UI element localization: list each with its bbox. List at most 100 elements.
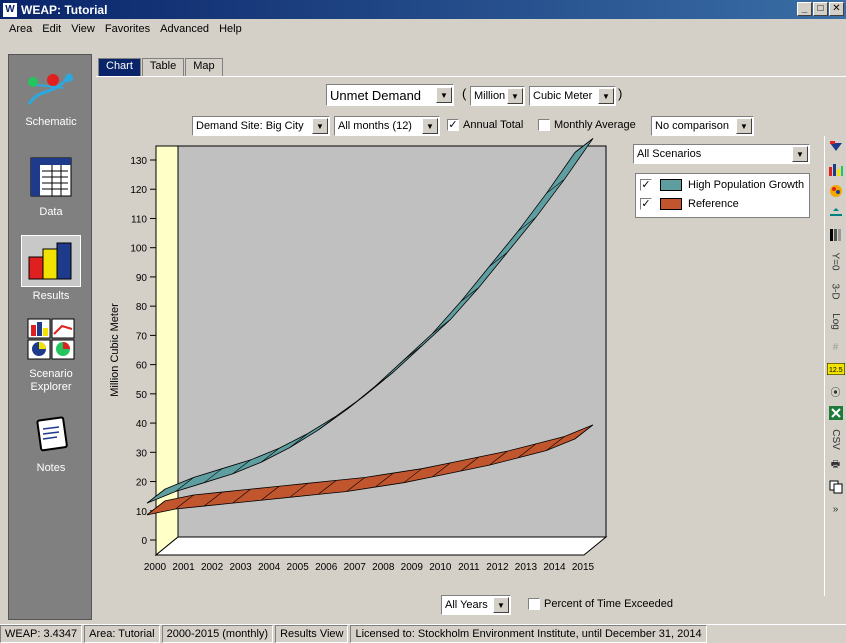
checkbox-checked: ✓ [640,198,652,210]
status-period: 2000-2015 (monthly) [161,625,274,643]
legend-item-reference[interactable]: ✓ Reference [636,196,809,212]
demand-site-value: Demand Site: Big City [196,120,304,132]
nav-results-label: Results [32,290,70,302]
annotation-icon[interactable]: ⦿ [830,387,841,399]
checkbox-unchecked [528,598,540,610]
variable-select[interactable]: Unmet Demand ▼ [326,84,454,106]
unit-select[interactable]: Cubic Meter ▼ [529,86,616,106]
view-tabs: Chart Table Map [98,58,224,77]
checkbox-checked: ✓ [447,119,459,131]
months-value: All months (12) [338,120,412,132]
status-bar: WEAP: 3.4347 Area: Tutorial 2000-2015 (m… [0,624,846,643]
comparison-select[interactable]: No comparison ▼ [651,116,754,136]
checkbox-checked: ✓ [640,179,652,191]
status-version: WEAP: 3.4347 [0,625,83,643]
schematic-icon [21,61,81,113]
tab-chart[interactable]: Chart [98,58,141,76]
scenarios-select[interactable]: All Scenarios ▼ [633,144,810,164]
close-button[interactable]: ✕ [829,2,844,16]
bar-chart-icon[interactable] [826,158,846,180]
demand-site-select[interactable]: Demand Site: Big City ▼ [192,116,330,136]
years-value: All Years [445,599,488,611]
years-select[interactable]: All Years ▼ [441,595,511,615]
nav-schematic[interactable]: Schematic [9,61,93,129]
nav-notes-label: Notes [36,462,66,474]
legend-label: High Population Growth [688,179,805,191]
legend-swatch [660,179,682,191]
nav-schematic-label: Schematic [25,116,77,128]
color-palette-icon[interactable] [826,180,846,202]
months-select[interactable]: All months (12) ▼ [334,116,440,136]
print-icon[interactable]: 🖶 [830,458,841,470]
menu-view[interactable]: View [71,23,95,35]
view-bar: Schematic Data Results [8,54,92,620]
nav-data-label: Data [39,206,63,218]
chevron-down-icon: ▼ [422,118,438,134]
notes-icon [21,407,81,459]
legend-item-high-population-growth[interactable]: ✓ High Population Growth [636,177,809,193]
minimize-button[interactable]: _ [797,2,812,16]
annual-total-checkbox[interactable]: ✓ Annual Total [447,119,523,131]
legend-swatch [660,198,682,210]
percent-exceeded-checkbox[interactable]: Percent of Time Exceeded [528,598,673,610]
maximize-button[interactable]: □ [813,2,828,16]
close-paren: ) [618,86,623,101]
y-zero-toggle[interactable]: Y=0 [826,246,846,276]
title-bar: W WEAP: Tutorial _ □ ✕ [0,0,846,19]
chevron-down-icon: ▼ [507,88,523,104]
menu-help[interactable]: Help [219,23,242,35]
gridlines-icon[interactable]: # [832,341,839,353]
copy-icon[interactable] [826,476,846,498]
log-scale-toggle[interactable]: Log [826,306,846,336]
variable-value: Unmet Demand [330,87,422,103]
menu-area[interactable]: Area [9,23,33,35]
weap-logo-icon: W [3,2,17,17]
line-style-icon[interactable] [826,202,846,224]
menu-favorites[interactable]: Favorites [104,23,151,35]
chart-legend: ✓ High Population Growth ✓ Reference [635,173,810,218]
number-format-label: 12.5 [829,367,843,374]
window-title: WEAP: Tutorial [21,2,108,17]
scenarios-value: All Scenarios [637,148,702,160]
monthly-average-label: Monthly Average [554,119,636,131]
open-paren: ( [462,86,467,101]
chevron-down-icon: ▼ [436,87,452,103]
menu-edit[interactable]: Edit [42,23,62,35]
scale-select[interactable]: Million ▼ [470,86,525,106]
scale-value: Million [474,90,506,102]
nav-data[interactable]: Data [9,151,93,219]
chart-toolbar: Y=0 3-D Log # 12.5 ⦿ CSV 🖶 » [824,136,846,596]
tab-map[interactable]: Map [185,58,223,76]
chevron-down-icon: ▼ [312,118,328,134]
nav-notes[interactable]: Notes [9,407,93,475]
comparison-value: No comparison [655,120,729,132]
more-tools-icon[interactable]: » [832,503,839,515]
percent-exceeded-label: Percent of Time Exceeded [544,598,674,610]
tab-table[interactable]: Table [141,58,185,76]
nav-scenario-explorer[interactable]: Scenario Explorer [9,313,93,394]
menu-advanced[interactable]: Advanced [160,23,210,35]
excel-icon[interactable] [826,402,846,424]
chevron-down-icon: ▼ [792,146,808,162]
nav-scenario-explorer-label: Scenario Explorer [29,368,73,393]
chevron-down-icon: ▼ [598,88,614,104]
log-label: Log [830,312,841,330]
nav-results[interactable]: Results [9,235,93,303]
3d-label: 3-D [830,282,841,300]
monthly-average-checkbox[interactable]: Monthly Average [538,119,636,131]
results-panel [96,76,846,621]
number-format-icon[interactable]: 12.5 [826,358,846,380]
stacked-icon[interactable] [826,224,846,246]
results-icon [21,235,81,287]
status-area: Area: Tutorial [84,625,160,643]
data-icon [21,151,81,203]
chart-type-icon[interactable] [826,136,846,158]
y-zero-label: Y=0 [829,251,841,271]
menu-bar: Area Edit View Favorites Advanced Help [0,19,846,39]
csv-export-button[interactable]: CSV [826,424,846,454]
status-license: Licensed to: Stockholm Environment Insti… [350,625,707,643]
chevron-down-icon: ▼ [736,118,752,134]
csv-label: CSV [830,428,841,450]
chevron-down-icon: ▼ [493,597,509,613]
3d-toggle[interactable]: 3-D [826,276,846,306]
